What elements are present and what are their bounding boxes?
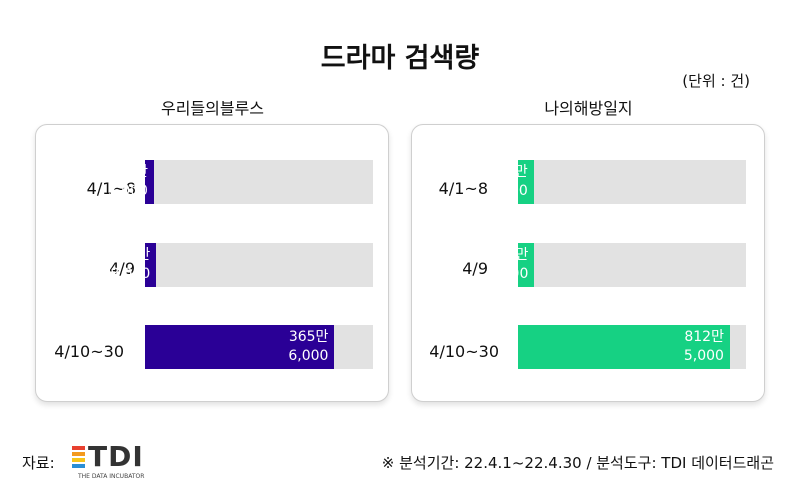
chart-panel-left: 4/1~8 4/9 4/10~30 17만 3,000 21만 8,000 365만… <box>35 124 389 402</box>
bar-track: 812만 5,000 <box>518 325 746 369</box>
data-label: 365만 6,000 <box>288 329 329 364</box>
data-label: 21만 8,000 <box>110 247 151 282</box>
analysis-note: ※ 분석기간: 22.4.1~22.4.30 / 분석도구: TDI 데이터드래… <box>381 454 774 472</box>
category-label: 4/1~8 <box>86 179 136 198</box>
logo-bar <box>72 458 85 462</box>
bar-track: 62만 8,000 <box>488 243 746 287</box>
chart-panel-right: 4/1~8 4/9 4/10~30 60만 6,000 62만 8,000 812만… <box>411 124 765 402</box>
unit-label: (단위 : 건) <box>682 72 750 90</box>
bar: 17만 3,000 <box>108 160 154 204</box>
source-label: 자료: <box>22 454 55 472</box>
bar: 21만 8,000 <box>110 243 157 287</box>
bar-track: 21만 8,000 <box>110 243 373 287</box>
data-label: 60만 6,000 <box>487 164 528 199</box>
bar-track: 60만 6,000 <box>488 160 746 204</box>
data-label: 812만 5,000 <box>683 329 724 364</box>
panel-title-left: 우리들의블루스 <box>160 99 265 118</box>
data-label: 62만 8,000 <box>488 247 529 282</box>
category-label: 4/10~30 <box>54 342 124 361</box>
category-label: 4/1~8 <box>438 179 488 198</box>
bar: 365만 6,000 <box>145 325 335 369</box>
chart-title: 드라마 검색량 <box>320 43 480 74</box>
category-label: 4/9 <box>109 259 135 278</box>
category-label: 4/10~30 <box>429 342 499 361</box>
data-label: 17만 3,000 <box>107 164 148 199</box>
bar-track: 365만 6,000 <box>145 325 373 369</box>
bar: 62만 8,000 <box>488 243 535 287</box>
tdi-logo: TDI THE DATA INCUBATOR <box>72 440 162 484</box>
panel-title-right: 나의해방일지 <box>544 99 633 118</box>
bar: 812만 5,000 <box>518 325 730 369</box>
bar: 60만 6,000 <box>488 160 534 204</box>
logo-text: TDI <box>88 440 144 473</box>
logo-subtitle: THE DATA INCUBATOR <box>78 473 145 480</box>
logo-bar <box>72 452 85 456</box>
logo-bar <box>72 464 85 468</box>
category-label: 4/9 <box>462 259 488 278</box>
logo-bars-icon <box>72 446 85 470</box>
bar-track: 17만 3,000 <box>108 160 373 204</box>
logo-bar <box>72 446 85 450</box>
